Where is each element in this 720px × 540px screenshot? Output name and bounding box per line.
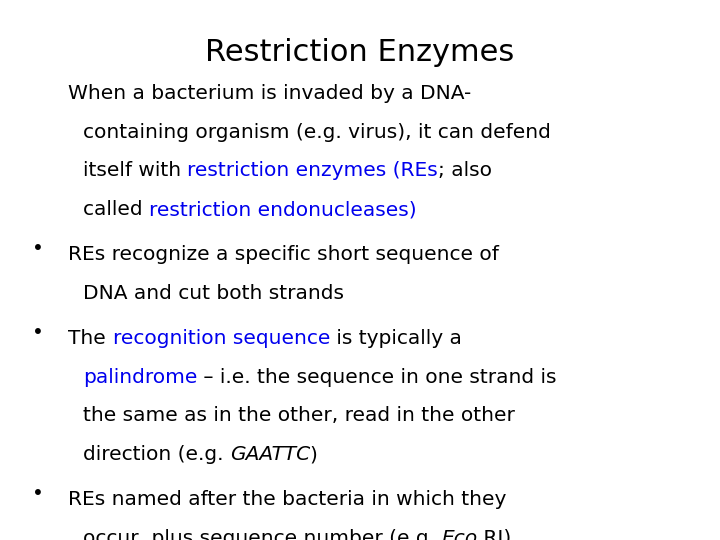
Text: DNA and cut both strands: DNA and cut both strands [83,284,344,303]
Text: recognition sequence: recognition sequence [112,329,330,348]
Text: GAATTC: GAATTC [230,446,310,464]
Text: •: • [32,239,44,258]
Text: Eco: Eco [441,529,477,540]
Text: – i.e. the sequence in one strand is: – i.e. the sequence in one strand is [197,368,557,387]
Text: the same as in the other, read in the other: the same as in the other, read in the ot… [83,407,515,426]
Text: restriction endonucleases): restriction endonucleases) [149,200,416,219]
Text: •: • [32,484,44,503]
Text: ; also: ; also [438,161,492,180]
Text: REs named after the bacteria in which they: REs named after the bacteria in which th… [68,490,507,509]
Text: is typically a: is typically a [330,329,462,348]
Text: The: The [68,329,112,348]
Text: itself with: itself with [83,161,187,180]
Text: direction (e.g.: direction (e.g. [83,446,230,464]
Text: REs recognize a specific short sequence of: REs recognize a specific short sequence … [68,245,499,264]
Text: occur, plus sequence number (e.g.: occur, plus sequence number (e.g. [83,529,441,540]
Text: containing organism (e.g. virus), it can defend: containing organism (e.g. virus), it can… [83,123,551,141]
Text: palindrome: palindrome [83,368,197,387]
Text: ): ) [310,446,318,464]
Text: restriction enzymes (REs: restriction enzymes (REs [187,161,438,180]
Text: called: called [83,200,149,219]
Text: Restriction Enzymes: Restriction Enzymes [205,38,515,67]
Text: •: • [32,323,44,342]
Text: When a bacterium is invaded by a DNA-: When a bacterium is invaded by a DNA- [68,84,472,103]
Text: RI): RI) [477,529,512,540]
